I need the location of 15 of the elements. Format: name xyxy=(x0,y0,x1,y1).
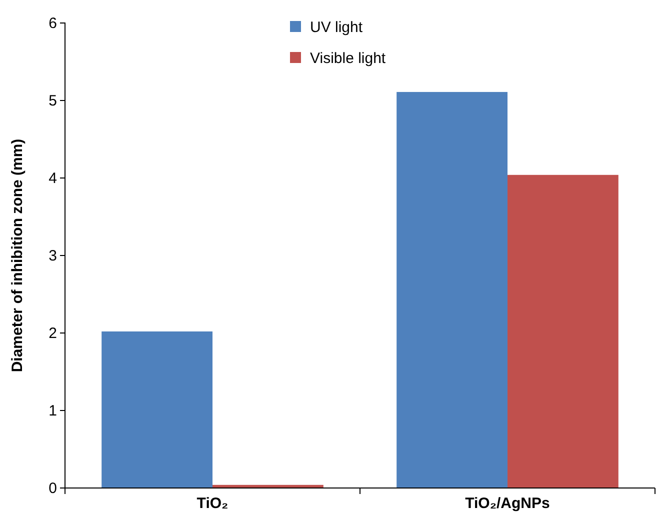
legend-label: UV light xyxy=(310,19,364,36)
bar xyxy=(102,331,212,488)
y-tick-label: 6 xyxy=(48,14,57,32)
y-tick-label: 2 xyxy=(48,324,57,342)
bar xyxy=(396,92,508,488)
x-tick-label: TiO₂/AgNPs xyxy=(465,495,550,512)
y-tick-label: 4 xyxy=(48,170,57,187)
x-tick-label: TiO₂ xyxy=(196,495,228,512)
y-tick-label: 1 xyxy=(48,402,57,420)
y-tick-label: 0 xyxy=(48,480,57,497)
legend-label: Visible light xyxy=(310,50,386,67)
y-axis-title: Diameter of inhibition zone (mm) xyxy=(9,138,26,372)
y-tick-label: 3 xyxy=(48,247,57,264)
y-tick-label: 5 xyxy=(48,92,57,110)
bar xyxy=(508,174,618,488)
